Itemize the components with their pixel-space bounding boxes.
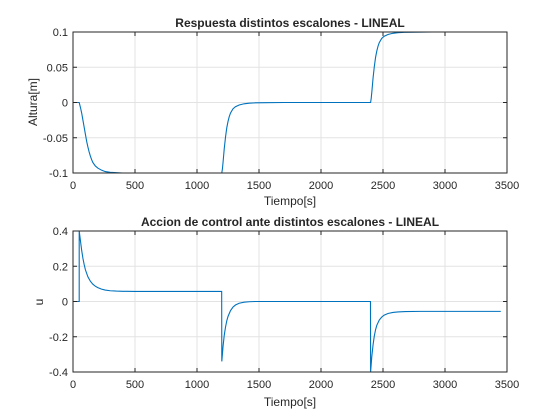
chart-bottom-title: Accion de control ante distintos escalon…: [141, 215, 439, 229]
chart-bottom-ytick-label: -0.2: [49, 332, 68, 344]
chart-bottom-xtick-label: 3500: [495, 379, 519, 391]
chart-top-ytick-label: -0.1: [49, 168, 68, 180]
chart-top-xlabel: Tiempo[s]: [264, 194, 316, 208]
chart-bottom-xtick-label: 2000: [309, 379, 333, 391]
chart-top-xtick-label: 3000: [433, 180, 457, 192]
chart-top-ytick-label: 0.1: [53, 27, 68, 39]
chart-bottom-xtick-label: 0: [70, 379, 76, 391]
chart-bottom-series-line: [73, 230, 501, 373]
chart-top-xtick-label: 1500: [247, 180, 271, 192]
chart-top-ylabel: Altura[m]: [26, 78, 40, 126]
chart-top-ytick-label: 0: [62, 98, 68, 110]
chart-top-xtick-label: 500: [126, 180, 144, 192]
chart-top-series-line: [73, 31, 501, 174]
chart-bottom-xtick-label: 3000: [433, 379, 457, 391]
chart-top-ytick-label: 0.05: [47, 62, 68, 74]
chart-bottom-xtick-label: 2500: [371, 379, 395, 391]
chart-bottom-ylabel: u: [32, 299, 46, 306]
chart-bottom: Accion de control ante distintos escalon…: [32, 215, 519, 409]
chart-top: Respuesta distintos escalones - LINEAL T…: [26, 16, 519, 208]
chart-bottom-xtick-label: 1000: [185, 379, 209, 391]
chart-top-title: Respuesta distintos escalones - LINEAL: [175, 16, 404, 30]
chart-top-xtick-label: 2500: [371, 180, 395, 192]
chart-bottom-xlabel: Tiempo[s]: [264, 395, 316, 409]
chart-bottom-ytick-label: 0: [62, 297, 68, 309]
chart-top-xtick-label: 0: [70, 180, 76, 192]
chart-top-ytick-label: -0.05: [43, 133, 68, 145]
chart-bottom-xtick-label: 1500: [247, 379, 271, 391]
chart-top-xtick-label: 2000: [309, 180, 333, 192]
chart-top-xtick-label: 1000: [185, 180, 209, 192]
chart-bottom-ytick-label: -0.4: [49, 367, 68, 379]
chart-top-xtick-label: 3500: [495, 180, 519, 192]
chart-bottom-ytick-label: 0.2: [53, 261, 68, 273]
chart-bottom-ytick-label: 0.4: [53, 226, 68, 238]
chart-bottom-xtick-label: 500: [126, 379, 144, 391]
